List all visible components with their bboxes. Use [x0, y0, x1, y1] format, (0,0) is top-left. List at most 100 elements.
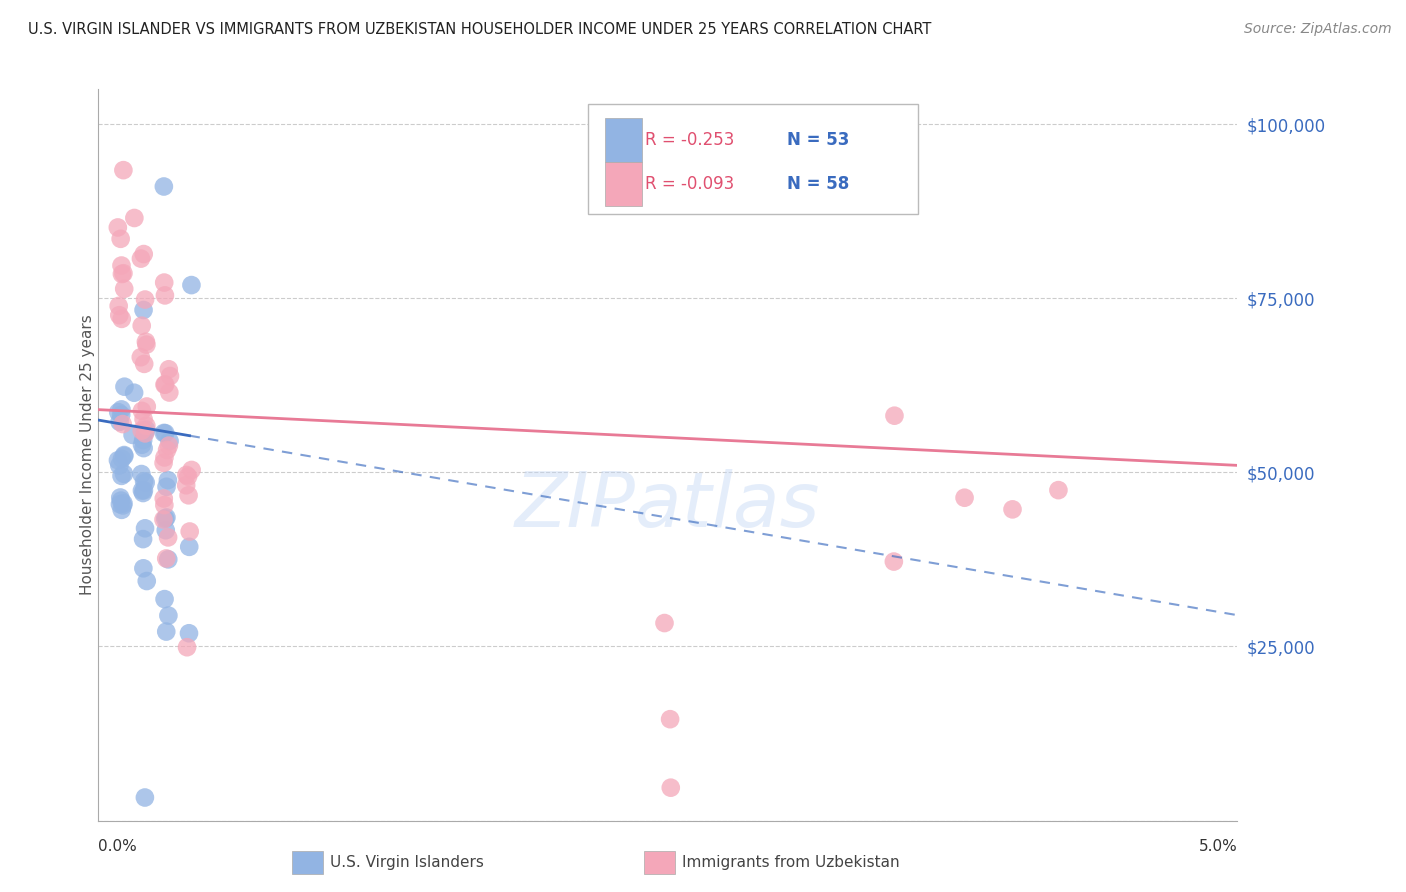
Point [135, 400, 157, 414]
Point [110, 232, 132, 246]
Text: N = 58: N = 58 [787, 176, 849, 194]
Point [179, 540, 201, 554]
Y-axis label: Householder Income Under 25 years: Householder Income Under 25 years [80, 315, 94, 595]
Point [153, 498, 176, 512]
Point [156, 442, 179, 457]
Point [107, 405, 129, 419]
Point [110, 408, 132, 422]
Point [134, 521, 156, 535]
Point [131, 404, 153, 418]
Point [177, 469, 200, 483]
Point [135, 423, 157, 437]
Point [131, 483, 153, 498]
Point [153, 450, 176, 465]
Point [129, 350, 152, 364]
Point [1047, 483, 1070, 497]
Point [112, 448, 135, 462]
Point [112, 449, 135, 463]
Text: ZIPatlas: ZIPatlas [515, 469, 821, 543]
Text: 0.0%: 0.0% [98, 838, 138, 854]
Point [155, 426, 177, 441]
Point [107, 299, 129, 313]
Point [111, 311, 134, 326]
Text: U.S. VIRGIN ISLANDER VS IMMIGRANTS FROM UZBEKISTAN HOUSEHOLDER INCOME UNDER 25 Y: U.S. VIRGIN ISLANDER VS IMMIGRANTS FROM … [28, 22, 932, 37]
Point [111, 503, 134, 517]
Point [155, 377, 177, 392]
Point [112, 499, 135, 513]
Point [156, 473, 179, 487]
Point [108, 415, 131, 429]
Point [131, 424, 153, 438]
Point [153, 179, 176, 194]
Point [112, 266, 135, 280]
Point [153, 377, 176, 392]
Point [157, 439, 180, 453]
Text: R = -0.093: R = -0.093 [645, 176, 734, 194]
Point [159, 369, 181, 384]
Point [157, 385, 180, 400]
Point [132, 247, 155, 261]
Point [132, 412, 155, 426]
Point [659, 780, 682, 795]
Point [135, 337, 157, 351]
Point [174, 478, 197, 492]
Point [659, 712, 682, 726]
Point [157, 552, 180, 566]
Point [135, 574, 157, 588]
Point [152, 512, 174, 526]
Point [134, 425, 156, 440]
Point [135, 418, 157, 433]
Point [110, 491, 132, 505]
Point [657, 168, 679, 182]
Point [111, 417, 134, 431]
Point [883, 555, 905, 569]
Point [157, 608, 180, 623]
Point [108, 308, 131, 322]
Point [155, 551, 177, 566]
Point [176, 467, 198, 482]
Point [110, 259, 132, 273]
Point [1001, 502, 1024, 516]
Point [132, 532, 155, 546]
Point [177, 626, 200, 640]
Point [135, 334, 157, 349]
Point [112, 496, 135, 510]
Point [157, 530, 180, 544]
Point [134, 475, 156, 489]
Point [155, 480, 177, 494]
Point [131, 318, 153, 333]
Point [953, 491, 976, 505]
Point [159, 434, 181, 448]
Point [155, 523, 177, 537]
Point [654, 615, 676, 630]
Text: U.S. Virgin Islanders: U.S. Virgin Islanders [330, 855, 484, 870]
Point [112, 163, 135, 178]
Point [180, 278, 202, 293]
Point [180, 463, 202, 477]
Point [110, 402, 132, 417]
Text: Source: ZipAtlas.com: Source: ZipAtlas.com [1244, 22, 1392, 37]
Point [110, 468, 132, 483]
Point [152, 456, 174, 470]
Point [132, 483, 155, 498]
Point [152, 491, 174, 506]
Point [176, 640, 198, 655]
Text: N = 53: N = 53 [787, 131, 849, 149]
Point [153, 288, 176, 302]
Point [112, 467, 135, 481]
Point [155, 511, 177, 525]
Point [153, 592, 176, 607]
Point [132, 433, 155, 447]
Point [108, 497, 131, 511]
Point [132, 441, 155, 455]
Point [111, 451, 134, 466]
Point [108, 458, 131, 473]
Point [155, 624, 177, 639]
Point [157, 362, 180, 376]
Point [179, 524, 201, 539]
Point [131, 438, 153, 452]
Point [153, 276, 176, 290]
Point [132, 303, 155, 318]
Point [121, 428, 143, 442]
Point [114, 380, 136, 394]
